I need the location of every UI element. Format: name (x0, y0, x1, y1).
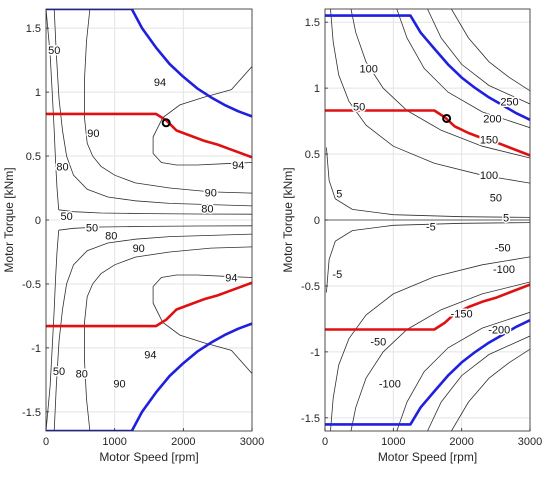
operating-limit-line (325, 283, 530, 331)
chart-1: 50 80 90 94 94 90 80 50 50 80 90 94 94 50 80 90 0 1000 200… (2, 8, 264, 464)
contour-label: 5 (503, 212, 509, 224)
y-tick-label: 1.5 (305, 17, 320, 29)
contour-label: 90 (87, 128, 99, 140)
contour-label: 5 (336, 189, 342, 201)
operating-limit-line (46, 281, 252, 328)
y-tick-label: -1 (310, 347, 320, 359)
y-tick-label: 0 (314, 215, 320, 227)
x-tick-label: 0 (43, 436, 49, 448)
y-tick-label: -1.5 (22, 407, 41, 419)
y-tick-label: -1.5 (301, 413, 320, 425)
contour-label: -50 (495, 243, 511, 255)
contour-label: 100 (480, 170, 498, 182)
operating-point-marker (442, 113, 452, 123)
contour-line (350, 281, 530, 431)
contour-line (84, 246, 252, 431)
y-tick-label: -0.5 (301, 281, 320, 293)
x-tick-label: 2000 (171, 436, 195, 448)
y-tick-label: 1 (314, 83, 320, 95)
contour-line (427, 9, 530, 105)
contour-label: 250 (500, 96, 518, 108)
contour-line (58, 225, 252, 231)
contour-label: 100 (360, 63, 378, 75)
contour-label: -150 (451, 309, 473, 321)
contour-label: -50 (370, 336, 386, 348)
contour-label: 50 (86, 223, 98, 235)
contour-line (427, 335, 530, 431)
contour-label: 150 (480, 135, 498, 147)
operating-limit-line (325, 109, 530, 157)
contour-label: 50 (490, 193, 502, 205)
operating-point-marker (161, 118, 171, 128)
contour-label: 50 (53, 366, 65, 378)
y-tick-label: 0.5 (26, 151, 41, 163)
contour-line (330, 256, 530, 431)
x-tick-label: 2000 (449, 436, 473, 448)
torque-limit-line (46, 9, 252, 118)
contour-line (46, 230, 60, 431)
y-tick-label: 1.5 (26, 23, 41, 35)
y-axis-label: Motor Torque [kNm] (281, 167, 295, 272)
contour-label: 80 (76, 368, 88, 380)
contour-line (350, 9, 530, 159)
contour-line (53, 233, 252, 431)
contour-label: 50 (353, 102, 365, 114)
x-tick-label: 3000 (518, 436, 542, 448)
x-axis-label: Motor Speed [rpm] (378, 450, 477, 464)
x-tick-label: 3000 (240, 436, 264, 448)
contour-label: -5 (332, 269, 342, 281)
contour-line (58, 209, 252, 215)
contour-label: 50 (48, 45, 60, 57)
contour-label: 94 (225, 273, 237, 285)
plot-content: 50 80 90 94 94 90 80 50 50 80 90 94 94 50 80 90 (46, 9, 252, 431)
contour-label: 94 (154, 77, 166, 89)
contour-label: 80 (105, 230, 117, 242)
contour-line (84, 9, 252, 194)
x-tick-label: 1000 (381, 436, 405, 448)
contour-line (326, 222, 530, 293)
contour-label: -5 (426, 222, 436, 234)
contour-line (330, 9, 530, 184)
y-tick-label: -0.5 (22, 279, 41, 291)
contour-line (451, 9, 530, 92)
x-tick-label: 1000 (102, 436, 126, 448)
y-tick-label: 0 (35, 215, 41, 227)
contour-label: 94 (144, 349, 156, 361)
contour-label: 90 (113, 379, 125, 391)
torque-limit-line (325, 14, 530, 121)
contour-line (46, 9, 60, 210)
contour-line (396, 311, 530, 431)
contour-label: -100 (379, 379, 401, 391)
y-axis-label: Motor Torque [kNm] (2, 167, 16, 272)
x-axis-label: Motor Speed [rpm] (99, 450, 198, 464)
contour-label: 50 (60, 211, 72, 223)
contour-label: 90 (133, 243, 145, 255)
x-tick-label: 0 (322, 436, 328, 448)
contour-line (451, 348, 530, 431)
contour-label: -100 (493, 264, 515, 276)
contour-line (53, 9, 252, 207)
torque-limit-line (325, 319, 530, 426)
contour-label: 80 (201, 203, 213, 215)
operating-limit-line (46, 112, 252, 159)
contour-label: 94 (232, 160, 244, 172)
contour-label: -200 (488, 324, 510, 336)
contour-label: 80 (56, 161, 68, 173)
contour-line (396, 9, 530, 129)
y-tick-label: -1 (31, 343, 41, 355)
contour-label: 90 (205, 188, 217, 200)
y-tick-label: 1 (35, 87, 41, 99)
y-tick-label: 0.5 (305, 149, 320, 161)
torque-limit-line (46, 322, 252, 431)
contour-label: 200 (483, 113, 501, 125)
contour-line (326, 147, 530, 218)
